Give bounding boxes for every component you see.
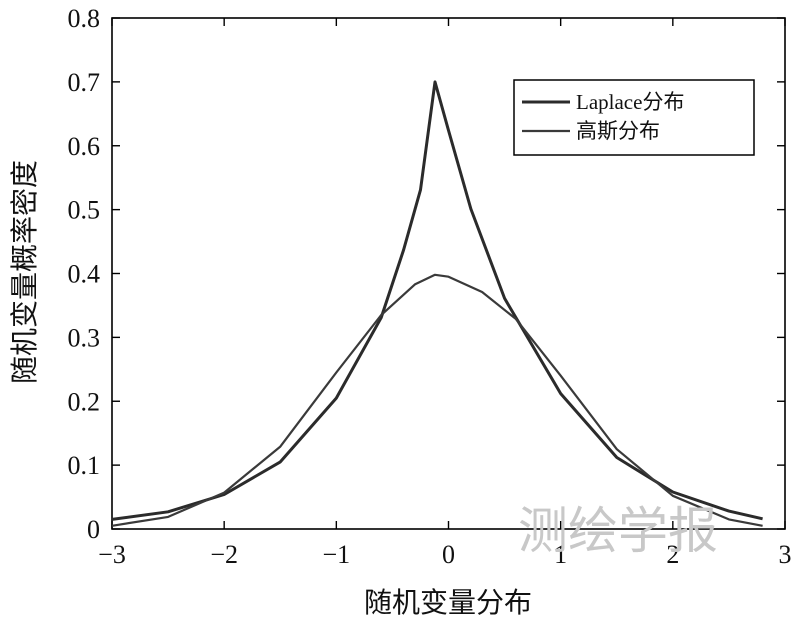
y-tick-label: 0 [87,515,100,544]
y-tick-label: 0.7 [68,68,101,97]
series-line-gauss [111,273,763,527]
series-line-laplace [111,80,763,521]
y-tick-label: 0.6 [68,132,101,161]
ticks: −3 −2 −1 0 1 2 3 0 0.1 0.2 0.3 0.4 0.5 0.6 0.7 0.8 [68,4,792,569]
y-axis-label: 随机变量概率密度 [8,160,41,384]
y-tick-label: 0.2 [68,387,101,416]
y-tick-label: 0.1 [68,451,101,480]
y-tick-label: 0.4 [68,260,101,289]
x-tick-label: 2 [666,540,679,569]
x-tick-label: −2 [210,540,238,569]
legend-label-laplace: Laplace分布 [576,90,684,114]
legend: Laplace分布 高斯分布 [513,79,755,156]
legend-box [513,79,755,156]
series-layer [111,80,763,527]
x-tick-label: 1 [554,540,567,569]
legend-label-gauss: 高斯分布 [576,119,660,143]
x-axis-label: 随机变量分布 [364,586,532,619]
x-tick-label: −1 [322,540,350,569]
x-tick-label: 0 [442,540,455,569]
y-tick-label: 0.3 [68,323,101,352]
x-tick-label: −3 [98,540,126,569]
y-tick-label: 0.5 [68,196,101,225]
x-tick-label: 3 [779,540,792,569]
y-tick-label: 0.8 [68,4,101,33]
watermark: 测绘学报 [518,502,718,560]
